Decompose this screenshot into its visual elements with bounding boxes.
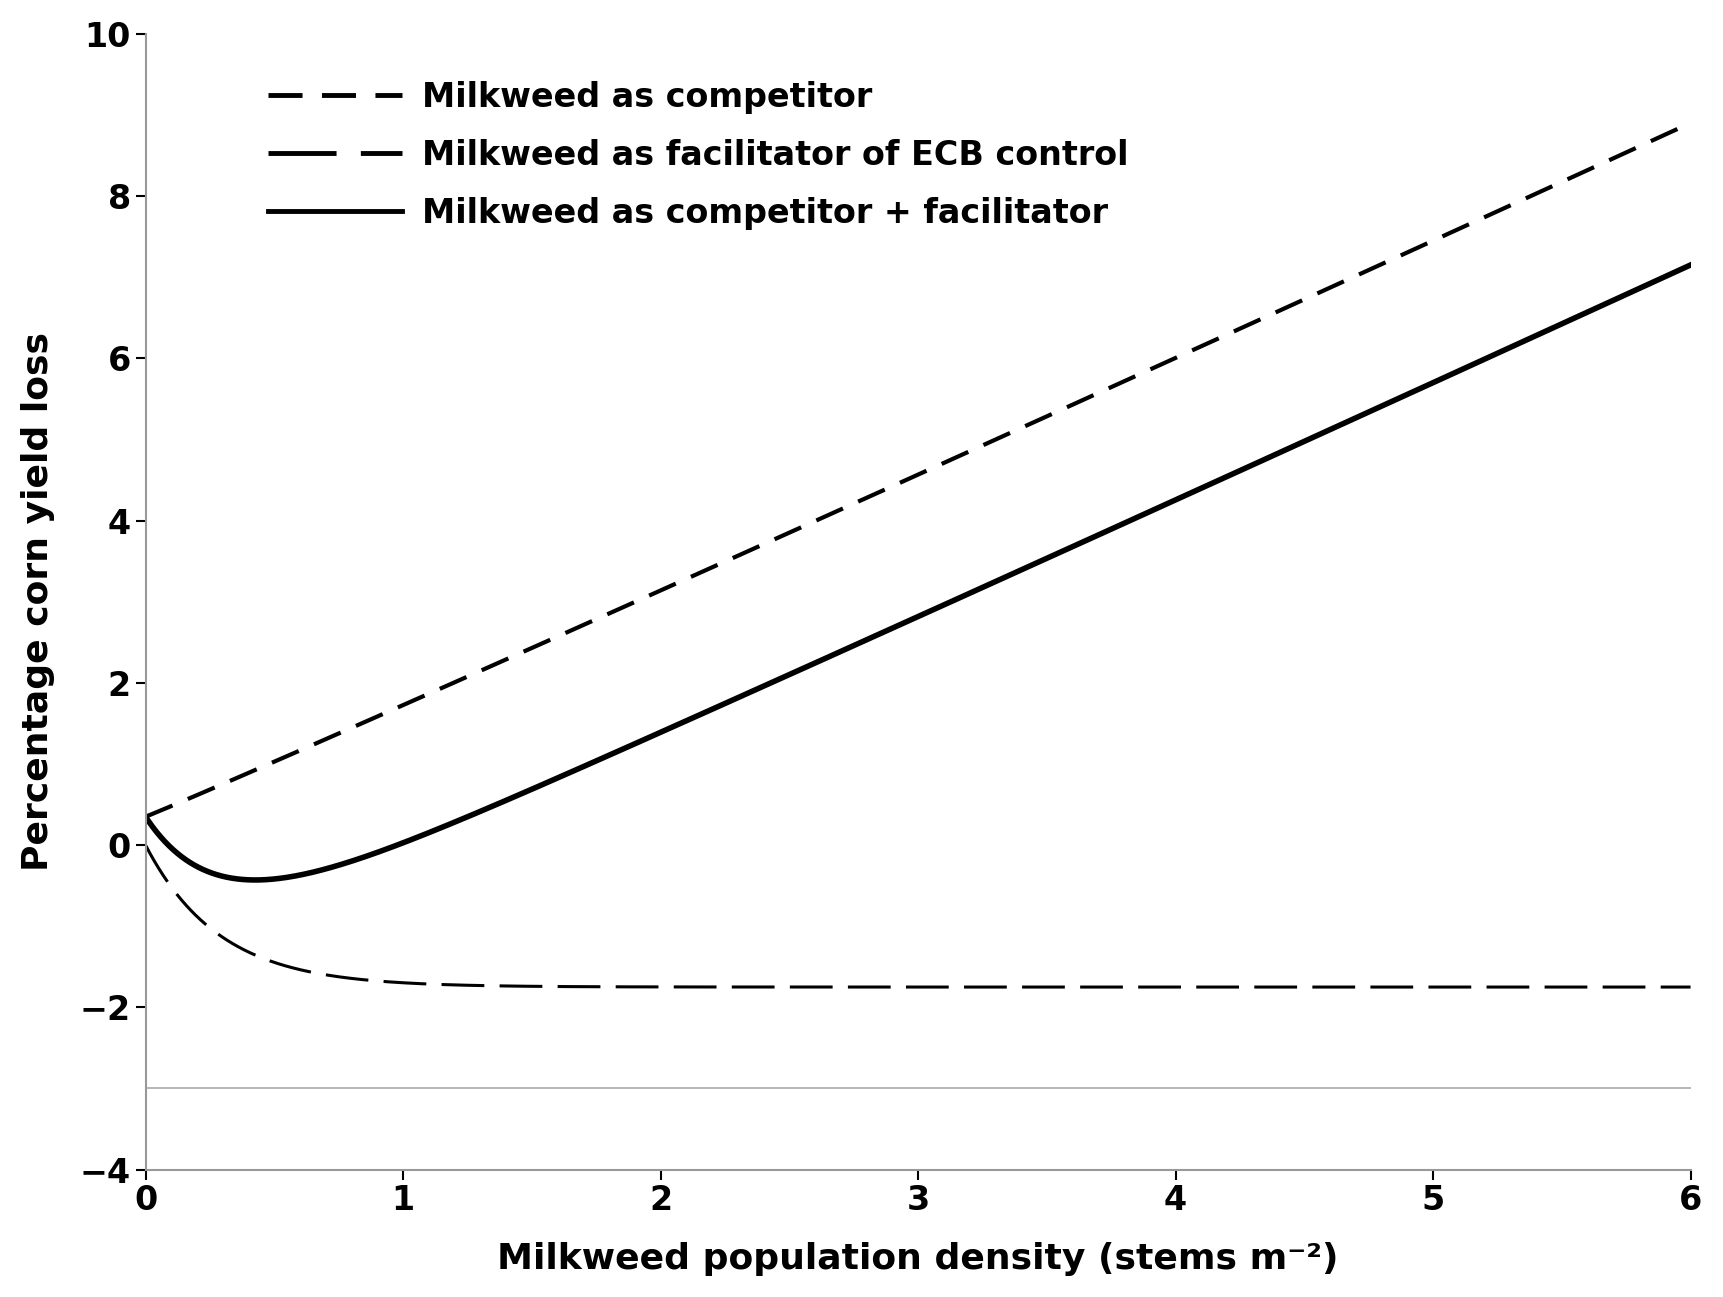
Milkweed as competitor [1651,130,1671,145]
Milkweed as competitor + facilitator [245,872,265,887]
Milkweed as competitor + facilitator [134,809,155,825]
Milkweed as facilitator of ECB control [1651,979,1671,995]
Milkweed as competitor [1680,115,1701,131]
Legend: Milkweed as competitor, Milkweed as facilitator of ECB control, Milkweed as comp: Milkweed as competitor, Milkweed as faci… [255,67,1141,244]
Milkweed as competitor + facilitator [794,660,815,676]
Milkweed as facilitator of ECB control [134,838,155,853]
Milkweed as competitor [403,693,424,708]
Line: Milkweed as competitor: Milkweed as competitor [145,123,1690,817]
Milkweed as facilitator of ECB control [794,979,815,995]
Milkweed as competitor [794,518,815,533]
X-axis label: Milkweed population density (stems m⁻²): Milkweed population density (stems m⁻²) [498,1243,1339,1276]
Milkweed as competitor [312,733,333,748]
Milkweed as competitor + facilitator [1651,271,1671,287]
Milkweed as competitor [134,809,155,825]
Line: Milkweed as facilitator of ECB control: Milkweed as facilitator of ECB control [145,846,1690,987]
Milkweed as facilitator of ECB control [312,966,333,982]
Milkweed as facilitator of ECB control [1680,979,1701,995]
Milkweed as facilitator of ECB control [403,975,424,991]
Milkweed as competitor [1484,205,1504,220]
Line: Milkweed as competitor + facilitator: Milkweed as competitor + facilitator [145,265,1690,879]
Milkweed as competitor + facilitator [403,831,424,847]
Milkweed as facilitator of ECB control [1484,979,1504,995]
Milkweed as competitor [727,547,748,563]
Milkweed as facilitator of ECB control [727,979,748,995]
Milkweed as competitor + facilitator [1484,348,1504,363]
Y-axis label: Percentage corn yield loss: Percentage corn yield loss [21,332,55,872]
Milkweed as competitor + facilitator [729,690,750,706]
Milkweed as competitor + facilitator [1680,257,1701,272]
Milkweed as competitor + facilitator [312,863,333,878]
